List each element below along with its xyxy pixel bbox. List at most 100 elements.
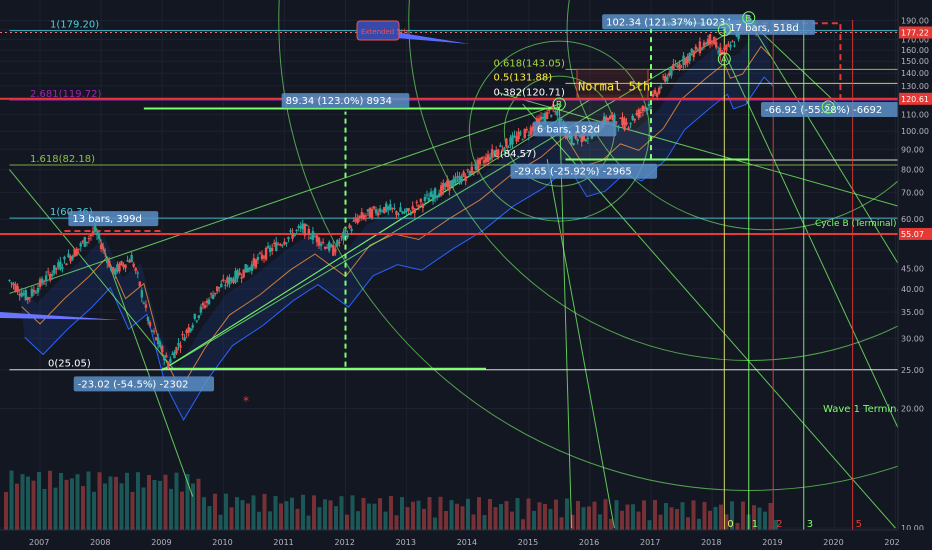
volume-bar — [295, 508, 300, 530]
normal-5th-box — [576, 68, 649, 100]
candle-body — [378, 208, 382, 213]
moving-average-line — [21, 45, 771, 391]
volume-bar — [592, 501, 597, 530]
measure-box-text: -29.65 (-25.92%) -2965 — [514, 167, 631, 178]
price-highlight-label: 55.07 — [901, 230, 924, 239]
trend-fan-line — [546, 159, 615, 529]
candle-body — [138, 281, 141, 287]
measure-box-text: 6 bars, 182d — [537, 124, 600, 135]
candle-body — [380, 211, 384, 213]
volume-bar — [235, 497, 239, 530]
candle-body — [505, 138, 508, 147]
volume-bar — [70, 478, 74, 530]
volume-bar — [26, 476, 30, 530]
volume-bar — [455, 503, 459, 530]
measure-box-text: 89.34 (123.0%) 8934 — [286, 96, 392, 107]
candle-body — [236, 269, 239, 279]
time-tick-label: 2016 — [579, 538, 599, 547]
measure-box — [510, 163, 658, 179]
volume-bar — [251, 495, 256, 530]
candle-body — [645, 107, 649, 112]
candle-body — [97, 233, 101, 239]
volume-bar — [9, 470, 14, 530]
candle-body — [220, 283, 223, 288]
wave-marker-label: B — [745, 14, 751, 24]
volume-bar — [471, 514, 476, 530]
candle-body — [474, 163, 478, 170]
time-axis-bg — [0, 530, 932, 550]
candle-body — [195, 320, 199, 322]
measure-box — [761, 102, 908, 118]
candle-body — [112, 267, 115, 273]
candle-body — [346, 233, 349, 238]
volume-bar — [37, 472, 41, 530]
fib-level-label: 0.5(131.88) — [493, 72, 552, 83]
volume-bar — [763, 511, 767, 530]
fib-level-label: 0.382(120.71) — [493, 88, 565, 99]
candle-body — [409, 213, 412, 215]
price-tick-label: 90.00 — [901, 145, 924, 154]
candle-body — [653, 89, 657, 94]
candle-body — [364, 215, 368, 217]
volume-bar — [394, 515, 399, 530]
candle-body — [525, 129, 528, 131]
candle-body — [352, 220, 355, 222]
candle-body — [670, 66, 673, 76]
candle-body — [189, 328, 192, 332]
volume-bar — [488, 498, 492, 530]
measure-box — [73, 376, 215, 392]
candle-body — [281, 245, 284, 247]
candle-body — [101, 246, 105, 250]
volume-bar — [422, 508, 426, 530]
volume-bar — [768, 502, 773, 530]
candle-body — [59, 261, 62, 270]
fib-level-label: 2.681(119.72) — [30, 89, 102, 100]
trend-fan-line — [9, 169, 175, 371]
candle-body — [688, 52, 691, 61]
candle-body — [285, 242, 288, 244]
volume-bar — [774, 520, 778, 530]
volume-bar — [97, 472, 102, 530]
volume-bar — [741, 501, 745, 530]
candle-body — [230, 277, 233, 282]
candle-body — [440, 185, 443, 196]
time-tick-label: 2014 — [457, 538, 477, 547]
price-tick-label: 110.00 — [901, 111, 929, 120]
candle-body — [545, 112, 549, 120]
candle-body — [368, 207, 372, 218]
time-cycle-label: 5 — [856, 519, 862, 530]
candle-body — [556, 111, 559, 116]
candle-body — [435, 195, 439, 198]
price-highlight-box — [899, 92, 932, 105]
volume-bar — [361, 497, 366, 530]
candle-body — [336, 239, 339, 246]
volume-bar — [136, 472, 140, 530]
candle-body — [633, 118, 636, 121]
price-tick-label: 45.00 — [901, 265, 924, 274]
candle-body — [419, 198, 423, 203]
candle-body — [529, 127, 533, 136]
time-cycle-label: 1 — [752, 519, 758, 530]
candle-body — [167, 363, 170, 368]
volume-bar — [400, 497, 404, 530]
candle-body — [519, 132, 522, 134]
time-tick-label: 2012 — [335, 538, 355, 547]
candle-body — [179, 345, 182, 348]
candle-body — [275, 241, 278, 251]
candle-body — [63, 256, 66, 260]
volume-bar — [565, 498, 569, 530]
candle-body — [678, 63, 681, 70]
volume-bar — [383, 511, 388, 530]
candle-body — [209, 293, 213, 295]
volume-bar — [378, 498, 382, 530]
candle-body — [128, 260, 131, 263]
volume-bar — [174, 472, 179, 530]
candle-body — [554, 111, 557, 113]
volume-bar — [290, 497, 294, 530]
candle-body — [116, 264, 119, 272]
candle-body — [698, 41, 702, 54]
candle-body — [509, 137, 512, 146]
candle-body — [248, 267, 251, 270]
candle-body — [356, 218, 359, 224]
